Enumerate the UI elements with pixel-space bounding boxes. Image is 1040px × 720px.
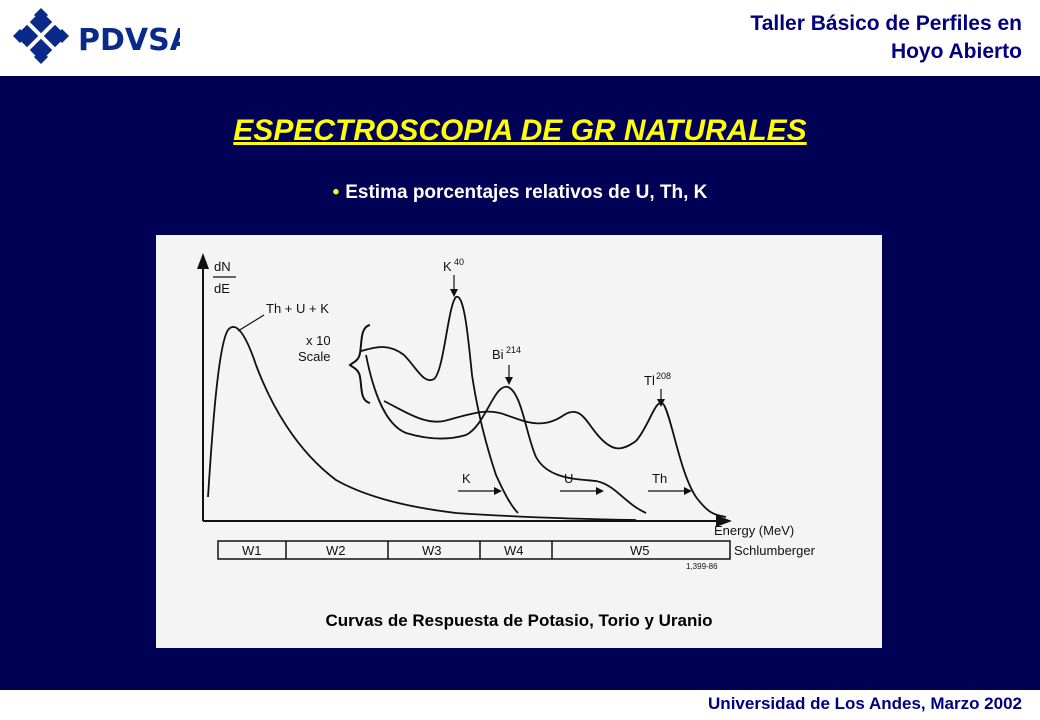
potassium-curve (360, 296, 519, 514)
arrow-label-th: Th (652, 471, 667, 486)
peak-label-tl: Tl (644, 373, 655, 388)
arrow-th-head (684, 487, 692, 495)
bullet-item: • Estima porcentajes relativos de U, Th, … (0, 182, 1040, 204)
y-label-top: dN (214, 259, 231, 274)
peak-label-bi: Bi (492, 347, 504, 362)
arrow-label-k: K (462, 471, 471, 486)
arrow-k-head (494, 487, 502, 495)
peak-label-bi-sup: 214 (506, 345, 521, 355)
window-label-w1: W1 (242, 543, 262, 558)
total-spectrum-curve (207, 326, 637, 521)
bullet-text: Estima porcentajes relativos de U, Th, K (345, 182, 708, 203)
scale-brace-icon (348, 324, 371, 404)
company-label: Schlumberger (734, 543, 816, 558)
arrow-u-head (596, 487, 604, 495)
header-title-line1: Taller Básico de Perfiles en (750, 12, 1022, 35)
peak-label-k-sup: 40 (454, 257, 464, 267)
x-axis-label: Energy (MeV) (714, 523, 794, 538)
spectrum-figure: dN dE Th + U + K x 10 Scale K 40 Bi 214 (156, 235, 882, 648)
thorium-curve (383, 400, 727, 518)
header-bar: PDVSA Taller Básico de Perfiles en Hoyo … (0, 0, 1040, 76)
curve-label-total: Th + U + K (266, 301, 329, 316)
pdvsa-logo: PDVSA (10, 6, 194, 66)
y-label-bottom: dE (214, 281, 230, 296)
bullet-icon: • (332, 182, 340, 203)
window-label-w3: W3 (422, 543, 442, 558)
window-label-w4: W4 (504, 543, 524, 558)
footer-text: Universidad de Los Andes, Marzo 2002 (708, 694, 1022, 713)
header-title-line2: Hoyo Abierto (890, 40, 1022, 63)
curve-label-leader (237, 314, 265, 332)
figure-reference: 1,399-86 (686, 562, 718, 571)
uranium-curve (365, 354, 647, 514)
window-label-w5: W5 (630, 543, 650, 558)
slide-body: ESPECTROSCOPIA DE GR NATURALES • Estima p… (0, 76, 1040, 690)
peak-tl-arrowhead (657, 399, 665, 407)
slide-title: ESPECTROSCOPIA DE GR NATURALES (233, 114, 807, 147)
y-axis-arrowhead (197, 253, 209, 269)
window-label-w2: W2 (326, 543, 346, 558)
windows-bar (217, 540, 731, 560)
peak-label-k: K (443, 259, 452, 274)
header-title: Taller Básico de Perfiles en Hoyo Abiert… (750, 10, 1022, 66)
figure-caption: Curvas de Respuesta de Potasio, Torio y … (325, 611, 713, 630)
scale-label-1: x 10 (306, 333, 331, 348)
logo-text: PDVSA (78, 23, 180, 58)
x-axis-arrowhead (716, 515, 732, 527)
arrow-label-u: U (564, 471, 573, 486)
scale-label-2: Scale (298, 349, 331, 364)
peak-bi-arrowhead (505, 377, 513, 385)
peak-k-arrowhead (450, 289, 458, 297)
peak-label-tl-sup: 208 (656, 371, 671, 381)
